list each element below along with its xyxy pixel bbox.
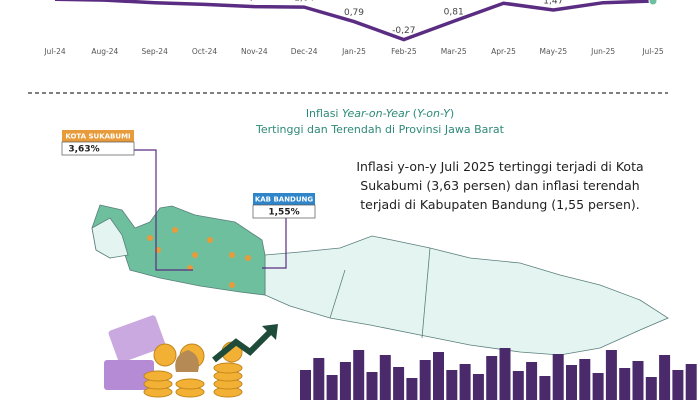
money-illustration — [104, 315, 278, 398]
callout-name: KAB BANDUNG — [255, 196, 314, 204]
value-label: 1,64 — [294, 0, 314, 4]
x-tick-label: Sep-24 — [141, 47, 168, 56]
value-label: 0,81 — [444, 8, 464, 18]
building — [499, 348, 511, 400]
x-tick-label: Jan-25 — [341, 47, 366, 56]
callout-sukabumi: KOTA SUKABUMI 3,63% — [61, 130, 193, 271]
series-line — [54, 0, 654, 42]
building — [406, 378, 418, 400]
building — [512, 371, 524, 400]
building — [433, 352, 444, 400]
building — [446, 370, 458, 400]
description: Inflasi y-on-y Juli 2025 tertinggi terja… — [356, 159, 644, 212]
section-title: Inflasi Year-on-Year (Y-on-Y) — [306, 107, 454, 120]
value-label: 0,79 — [344, 8, 364, 18]
building — [659, 355, 671, 400]
callout-value: 1,55% — [268, 208, 299, 218]
x-tick-label: Aug-24 — [91, 47, 118, 56]
building — [339, 362, 351, 400]
value-label: 1,67 — [244, 0, 264, 3]
building — [552, 354, 564, 400]
building — [566, 365, 577, 400]
section-subtitle: Tertinggi dan Terendah di Provinsi Jawa … — [255, 123, 505, 136]
skyline — [300, 348, 697, 400]
x-tick-label: Jul-25 — [641, 47, 664, 56]
building — [592, 373, 604, 400]
callout-name: KOTA SUKABUMI — [65, 133, 130, 141]
building — [459, 364, 471, 400]
map — [91, 204, 669, 356]
building — [632, 361, 644, 400]
building — [685, 364, 697, 400]
building — [619, 368, 631, 400]
building — [379, 355, 391, 400]
building — [472, 374, 484, 400]
building — [393, 367, 405, 400]
building — [539, 376, 551, 400]
building — [300, 370, 311, 400]
building — [326, 375, 338, 400]
callout-bandung: KAB BANDUNG 1,55% — [252, 193, 316, 269]
building — [579, 359, 591, 400]
x-tick-label: Oct-24 — [192, 47, 217, 56]
building — [486, 356, 498, 400]
x-tick-label: Dec-24 — [291, 47, 318, 56]
building — [366, 372, 378, 400]
x-tick-label: Feb-25 — [391, 47, 417, 56]
building — [672, 370, 684, 400]
x-tick-label: Jul-24 — [43, 47, 66, 56]
callout-value: 3,63% — [68, 145, 99, 155]
x-tick-label: May-25 — [540, 47, 568, 56]
value-label: 1,47 — [543, 0, 563, 7]
building — [645, 377, 657, 400]
building — [605, 350, 617, 400]
x-tick-label: Nov-24 — [241, 47, 268, 56]
building — [526, 362, 538, 400]
x-tick-label: Mar-25 — [441, 47, 467, 56]
end-point — [648, 0, 658, 6]
building — [313, 358, 325, 400]
x-tick-label: Jun-25 — [590, 47, 615, 56]
building — [353, 350, 365, 400]
building — [419, 360, 431, 400]
value-label: -0,27 — [392, 26, 415, 36]
x-tick-label: Apr-25 — [491, 47, 516, 56]
